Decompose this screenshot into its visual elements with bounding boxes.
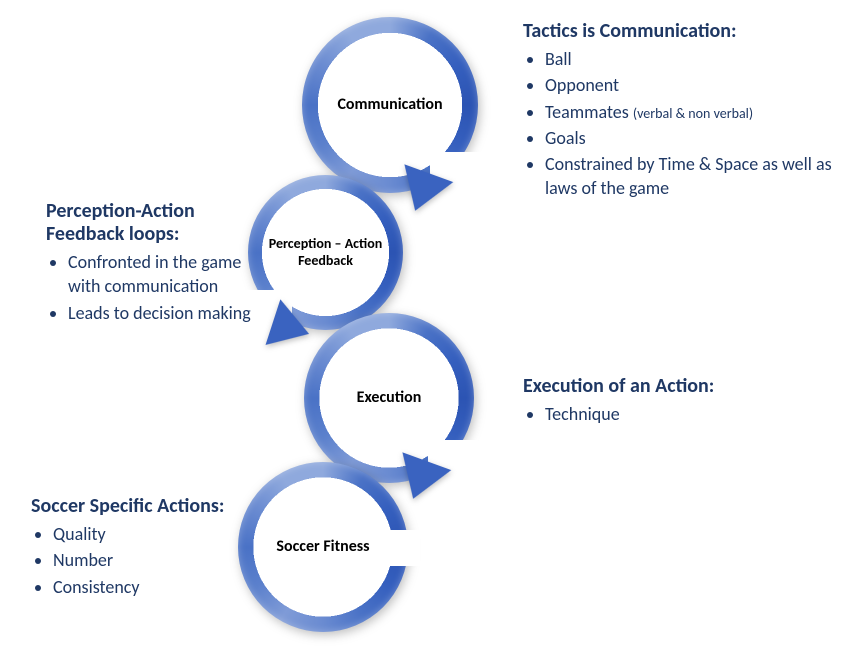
block-execution-title: Execution of an Action: bbox=[523, 375, 823, 398]
block-execution-list: Technique bbox=[523, 402, 823, 426]
ring-soccer-fitness-label: Soccer Fitness bbox=[238, 462, 408, 632]
list-item: Teammates (verbal & non verbal) bbox=[545, 100, 838, 124]
list-item: Technique bbox=[545, 402, 823, 426]
block-execution: Execution of an Action: Technique bbox=[523, 375, 823, 428]
block-tactics-title: Tactics is Communication: bbox=[523, 20, 838, 43]
block-perception: Perception-Action Feedback loops: Confro… bbox=[46, 200, 251, 327]
block-soccer: Soccer Specific Actions: Quality Number … bbox=[31, 495, 251, 601]
list-item-note: (verbal & non verbal) bbox=[633, 105, 753, 122]
list-item: Number bbox=[53, 548, 251, 572]
block-perception-list: Confronted in the game with communicatio… bbox=[46, 250, 251, 325]
list-item: Opponent bbox=[545, 73, 838, 97]
block-perception-title: Perception-Action Feedback loops: bbox=[46, 200, 251, 246]
ring-communication-label: Communication bbox=[302, 17, 478, 193]
ring-perception-label: Perception – Action Feedback bbox=[248, 175, 403, 330]
block-tactics: Tactics is Communication: Ball Opponent … bbox=[523, 20, 838, 203]
list-item: Consistency bbox=[53, 575, 251, 599]
list-item: Quality bbox=[53, 522, 251, 546]
list-item: Confronted in the game with communicatio… bbox=[68, 250, 251, 299]
list-item: Goals bbox=[545, 126, 838, 150]
list-item: Ball bbox=[545, 47, 838, 71]
list-item-text: Teammates bbox=[545, 101, 629, 123]
list-item: Leads to decision making bbox=[68, 301, 251, 325]
block-soccer-list: Quality Number Consistency bbox=[31, 522, 251, 599]
list-item: Constrained by Time & Space as well as l… bbox=[545, 152, 838, 201]
block-tactics-list: Ball Opponent Teammates (verbal & non ve… bbox=[523, 47, 838, 201]
ring-execution-label: Execution bbox=[304, 313, 474, 483]
block-soccer-title: Soccer Specific Actions: bbox=[31, 495, 251, 518]
